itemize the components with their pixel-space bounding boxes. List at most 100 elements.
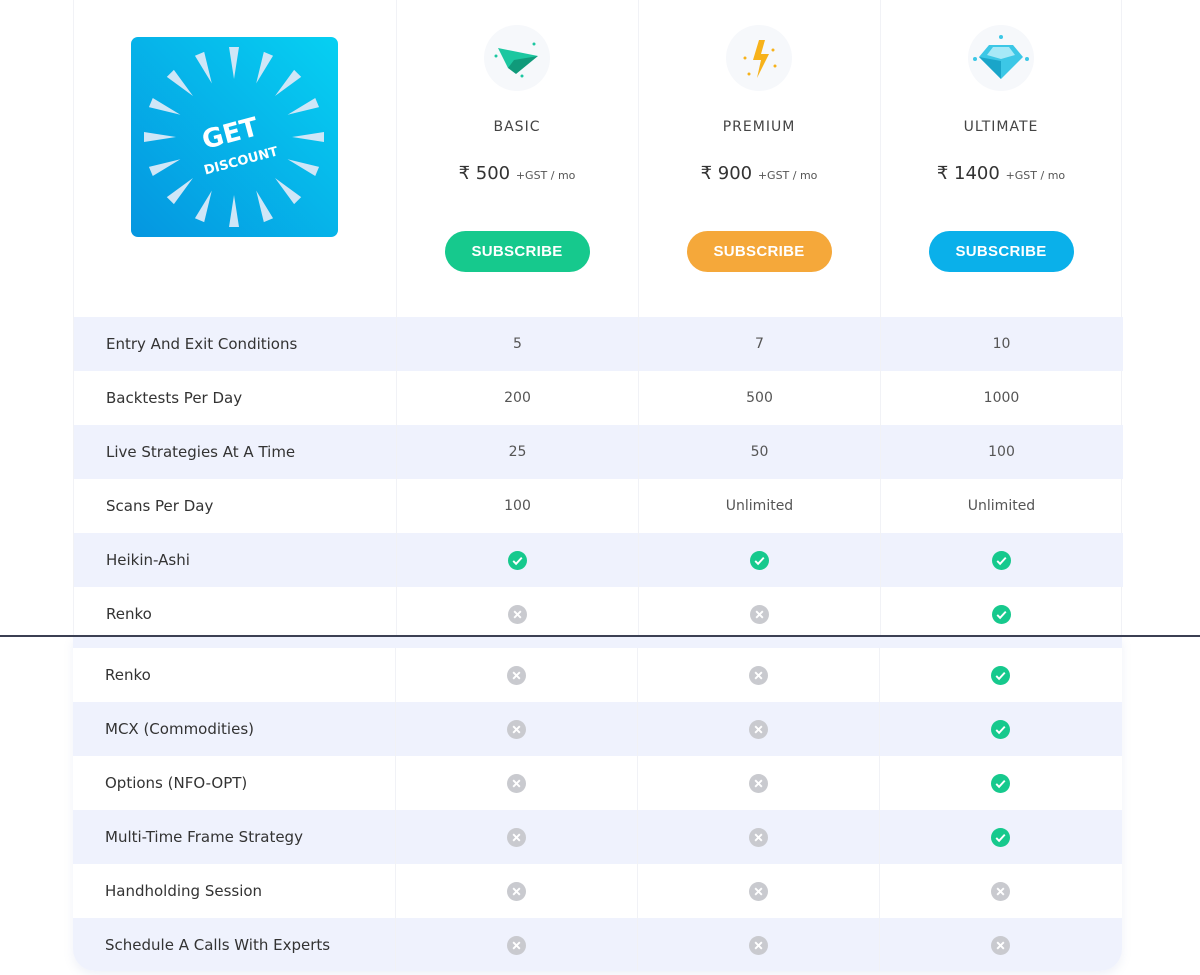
plan-price: ₹ 1400 +GST / mo bbox=[936, 163, 1066, 184]
feature-value: 25 bbox=[396, 425, 638, 479]
feature-row: Renko bbox=[74, 587, 1123, 641]
cross-icon bbox=[749, 827, 768, 847]
feature-value bbox=[637, 864, 879, 918]
feature-value bbox=[395, 756, 637, 810]
feature-value bbox=[637, 810, 879, 864]
cross-icon bbox=[507, 881, 526, 901]
feature-label: Schedule A Calls With Experts bbox=[105, 936, 331, 954]
cross-icon bbox=[508, 604, 527, 624]
cross-icon bbox=[749, 881, 768, 901]
feature-value bbox=[879, 702, 1121, 756]
feature-label: MCX (Commodities) bbox=[105, 720, 254, 738]
subscribe-button[interactable]: SUBSCRIBE bbox=[686, 231, 832, 272]
feature-value: 100 bbox=[396, 479, 638, 533]
feature-value bbox=[879, 756, 1121, 810]
check-icon bbox=[508, 550, 527, 570]
pricing-card-top: GET DISCOUNT BASIC ₹ 500 +GST / mo SUBSC… bbox=[73, 0, 1123, 641]
feature-value bbox=[638, 587, 880, 641]
check-icon bbox=[991, 827, 1010, 847]
feature-value bbox=[879, 810, 1121, 864]
feature-value bbox=[879, 864, 1121, 918]
feature-label: Multi-Time Frame Strategy bbox=[105, 828, 303, 846]
feature-label: Options (NFO-OPT) bbox=[105, 774, 248, 792]
feature-row: Renko bbox=[73, 648, 1122, 702]
feature-label: Handholding Session bbox=[105, 882, 263, 900]
feature-row: Scans Per Day 100 Unlimited Unlimited bbox=[74, 479, 1123, 533]
cross-icon bbox=[507, 719, 526, 739]
feature-row: Options (NFO-OPT) bbox=[73, 756, 1122, 810]
feature-row: Multi-Time Frame Strategy bbox=[73, 810, 1122, 864]
plan-price: ₹ 500 +GST / mo bbox=[458, 163, 576, 184]
diamond-icon bbox=[968, 25, 1034, 91]
feature-row: Entry And Exit Conditions 5 7 10 bbox=[74, 317, 1123, 371]
plan-basic: BASIC ₹ 500 +GST / mo SUBSCRIBE bbox=[396, 0, 638, 317]
plan-premium: PREMIUM ₹ 900 +GST / mo SUBSCRIBE bbox=[638, 0, 880, 317]
feature-value bbox=[637, 756, 879, 810]
feature-value bbox=[879, 648, 1121, 702]
feature-value: 200 bbox=[396, 371, 638, 425]
feature-value: 500 bbox=[638, 371, 880, 425]
feature-value bbox=[879, 918, 1121, 971]
feature-label: Entry And Exit Conditions bbox=[106, 335, 298, 353]
feature-label: Renko bbox=[105, 666, 151, 684]
feature-value bbox=[395, 702, 637, 756]
feature-value bbox=[395, 648, 637, 702]
check-icon bbox=[750, 550, 769, 570]
subscribe-button[interactable]: SUBSCRIBE bbox=[444, 231, 590, 272]
feature-label: Live Strategies At A Time bbox=[106, 443, 296, 461]
feature-value bbox=[637, 702, 879, 756]
plan-name: BASIC bbox=[493, 119, 541, 135]
cross-icon bbox=[507, 773, 526, 793]
feature-value: Unlimited bbox=[880, 479, 1122, 533]
paper-plane-icon bbox=[484, 25, 550, 91]
lightning-icon bbox=[726, 25, 792, 91]
plan-name: PREMIUM bbox=[722, 119, 796, 135]
check-icon bbox=[991, 719, 1010, 739]
cross-icon bbox=[749, 719, 768, 739]
feature-value bbox=[637, 918, 879, 971]
cross-icon bbox=[991, 935, 1010, 955]
discount-burst-icon: GET DISCOUNT bbox=[144, 47, 324, 227]
feature-value bbox=[396, 533, 638, 587]
feature-row: Heikin-Ashi bbox=[74, 533, 1123, 587]
svg-text:GET: GET bbox=[199, 112, 262, 156]
feature-row: Backtests Per Day 200 500 1000 bbox=[74, 371, 1123, 425]
cross-icon bbox=[991, 881, 1010, 901]
cross-icon bbox=[749, 773, 768, 793]
feature-row: MCX (Commodities) bbox=[73, 702, 1122, 756]
feature-value bbox=[638, 533, 880, 587]
check-icon bbox=[992, 604, 1011, 624]
feature-value bbox=[396, 587, 638, 641]
plan-ultimate: ULTIMATE ₹ 1400 +GST / mo SUBSCRIBE bbox=[880, 0, 1122, 317]
plan-price: ₹ 900 +GST / mo bbox=[700, 163, 818, 184]
feature-value bbox=[637, 648, 879, 702]
feature-value: 5 bbox=[396, 317, 638, 371]
pricing-card-bottom: Renko MCX (Commodities) Options (NFO-OPT… bbox=[73, 637, 1122, 971]
feature-row: Handholding Session bbox=[73, 864, 1122, 918]
subscribe-button[interactable]: SUBSCRIBE bbox=[928, 231, 1074, 272]
feature-label: Heikin-Ashi bbox=[106, 551, 190, 569]
feature-value: 1000 bbox=[880, 371, 1122, 425]
feature-value bbox=[395, 864, 637, 918]
feature-row: Schedule A Calls With Experts bbox=[73, 918, 1122, 971]
feature-value bbox=[395, 810, 637, 864]
get-discount-banner[interactable]: GET DISCOUNT bbox=[131, 37, 338, 237]
cross-icon bbox=[507, 665, 526, 685]
feature-label: Renko bbox=[106, 605, 152, 623]
feature-label: Backtests Per Day bbox=[106, 389, 243, 407]
screenshot-seam bbox=[0, 635, 1200, 637]
cross-icon bbox=[750, 604, 769, 624]
feature-value: Unlimited bbox=[638, 479, 880, 533]
feature-row: Live Strategies At A Time 25 50 100 bbox=[74, 425, 1123, 479]
feature-value bbox=[880, 533, 1122, 587]
cross-icon bbox=[507, 935, 526, 955]
feature-value bbox=[880, 587, 1122, 641]
plan-name: ULTIMATE bbox=[963, 119, 1039, 135]
feature-value: 7 bbox=[638, 317, 880, 371]
feature-label: Scans Per Day bbox=[106, 497, 214, 515]
check-icon bbox=[991, 665, 1010, 685]
check-icon bbox=[991, 773, 1010, 793]
feature-value: 50 bbox=[638, 425, 880, 479]
cross-icon bbox=[749, 935, 768, 955]
cross-icon bbox=[507, 827, 526, 847]
